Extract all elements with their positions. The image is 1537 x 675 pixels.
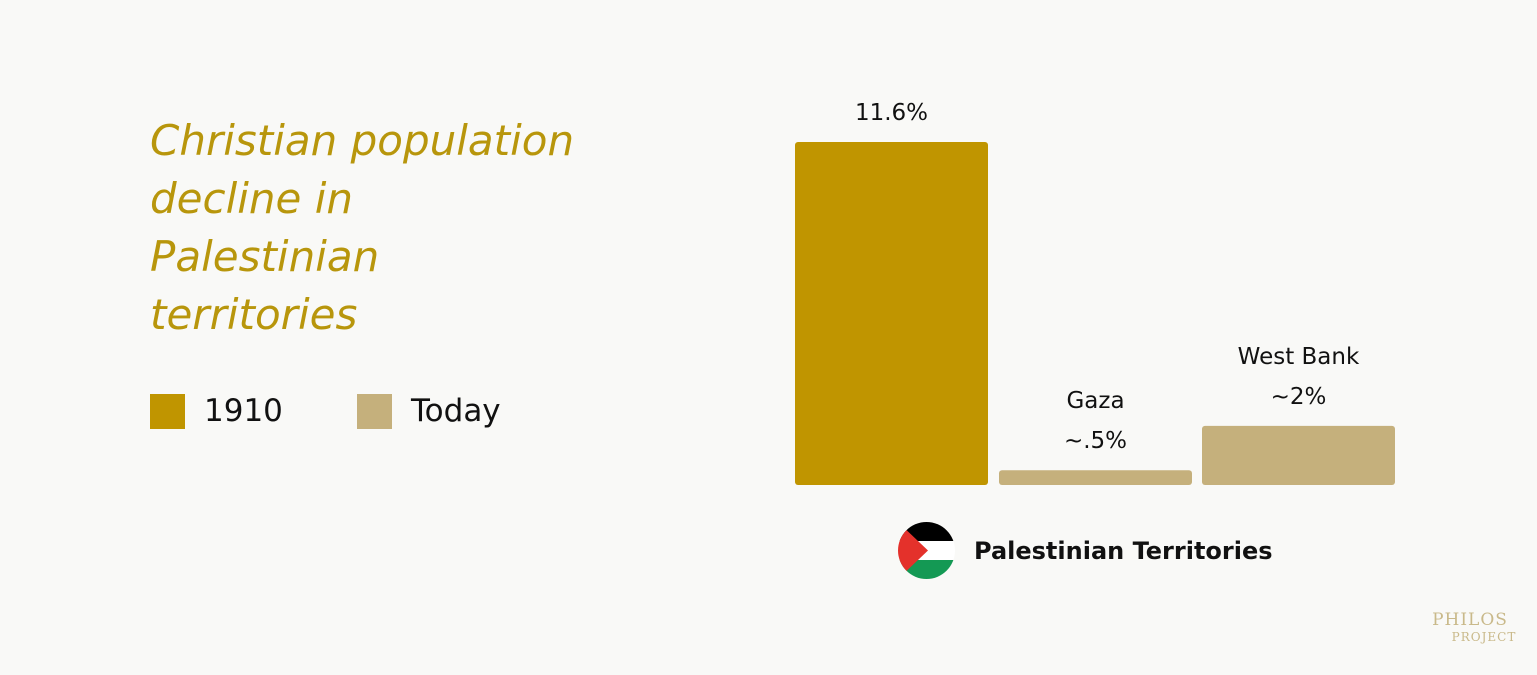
chart-footer: Palestinian Territories [898, 522, 1273, 579]
legend-swatch-today [357, 393, 392, 429]
chart-title: Christian population decline in Palestin… [150, 116, 575, 339]
logo-line-2: PROJECT [1451, 630, 1517, 644]
legend-label-1910: 1910 [204, 393, 283, 429]
legend-item-1910: 1910 [150, 392, 283, 430]
legend-item-today: Today [357, 392, 501, 430]
bar-west-bank [1202, 425, 1395, 485]
footer-label: Palestinian Territories [974, 536, 1273, 565]
bar-1910 [795, 142, 988, 485]
bar-value-label: ~2% [1271, 384, 1327, 410]
bar-category-label: West Bank [1238, 344, 1360, 370]
philos-project-logo: PHILOS PROJECT [1420, 610, 1520, 644]
logo-line-1: PHILOS [1432, 610, 1508, 630]
legend-swatch-1910 [150, 393, 185, 429]
bar-value-label: ~.5% [1064, 428, 1127, 454]
palestine-flag-icon [898, 522, 955, 579]
bar-value-label: 11.6% [855, 100, 928, 126]
legend-label-today: Today [411, 393, 501, 429]
bar-category-label: Gaza [1066, 388, 1124, 414]
bar-gaza [999, 470, 1192, 485]
